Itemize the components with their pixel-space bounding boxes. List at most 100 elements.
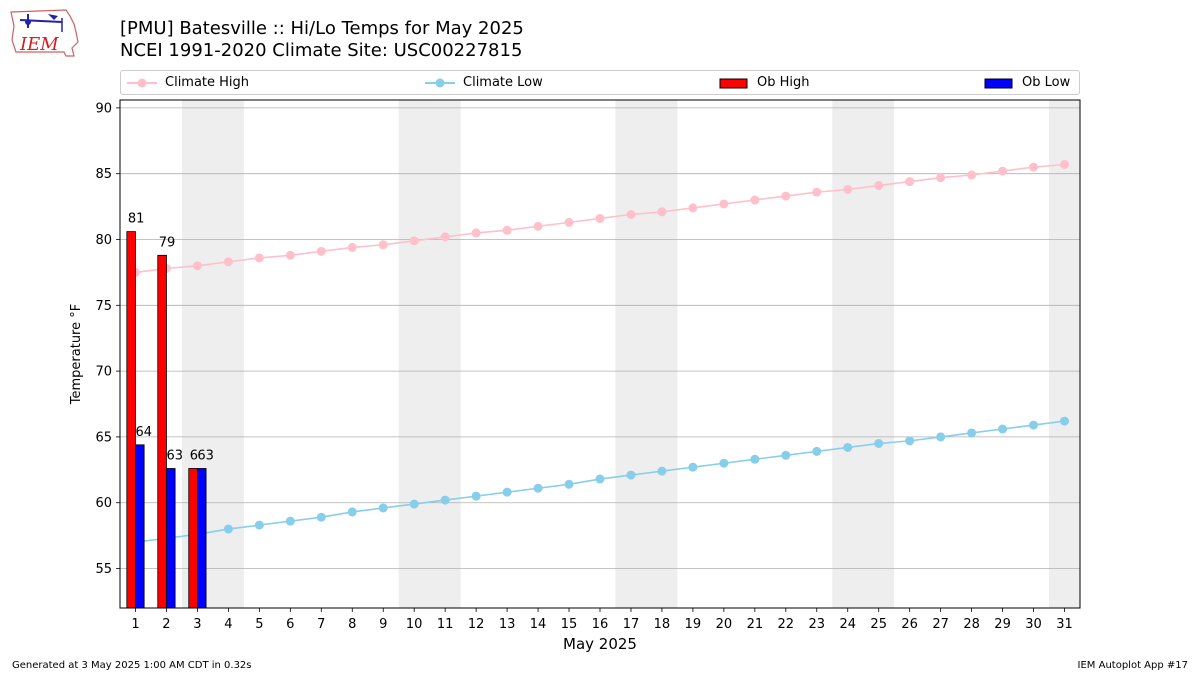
legend-item-climate-high: Climate High: [127, 71, 249, 94]
climate-low-point-4: [223, 524, 233, 534]
climate-high-point-26: [905, 177, 915, 187]
climate-high-point-21: [750, 195, 760, 205]
x-tick-label-15: 15: [561, 617, 578, 632]
climate-low-point-5: [254, 520, 264, 530]
climate-low-point-10: [409, 499, 419, 509]
climate-high-point-27: [936, 173, 946, 183]
climate-low-point-9: [378, 503, 388, 513]
x-tick-label-28: 28: [963, 617, 980, 632]
climate-high-point-16: [595, 213, 605, 223]
ob-high-bar-1: [126, 231, 136, 609]
climate-low-point-26: [905, 436, 915, 446]
title-line-2: NCEI 1991-2020 Climate Site: USC00227815: [120, 40, 523, 61]
y-tick-label-70: 70: [95, 365, 112, 380]
x-tick-label-11: 11: [437, 617, 454, 632]
climate-low-point-31: [1060, 416, 1070, 426]
climate-low-point-23: [812, 446, 822, 456]
x-tick-label-24: 24: [839, 617, 856, 632]
climate-low-point-30: [1029, 420, 1039, 430]
legend-item-ob-high: Ob High: [719, 71, 810, 94]
x-tick-label-21: 21: [747, 617, 764, 632]
climate-high-point-7: [316, 246, 326, 256]
x-tick-label-8: 8: [348, 617, 356, 632]
x-tick-label-23: 23: [809, 617, 826, 632]
climate-low-point-17: [626, 470, 636, 480]
climate-low-point-8: [347, 507, 357, 517]
legend: Climate High Climate Low Ob High Ob Low: [120, 70, 1080, 95]
climate-high-point-6: [285, 250, 295, 260]
y-tick-label-80: 80: [95, 233, 112, 248]
x-axis-label: May 2025: [563, 635, 637, 653]
climate-low-point-7: [316, 512, 326, 522]
climate-high-point-11: [440, 232, 450, 242]
logo-text: IEM: [19, 34, 59, 55]
climate-low-point-13: [502, 487, 512, 497]
ob-high-bar-3: [188, 468, 198, 609]
legend-swatch-blue-icon: [984, 78, 1013, 88]
climate-low-point-18: [657, 466, 667, 476]
y-tick-label-65: 65: [95, 430, 112, 445]
climate-low-point-19: [688, 462, 698, 472]
chart-title: [PMU] Batesville :: Hi/Lo Temps for May …: [120, 18, 524, 62]
ob-low-label-3: 63: [197, 448, 214, 463]
x-tick-label-20: 20: [716, 617, 733, 632]
x-tick-label-7: 7: [317, 617, 325, 632]
x-tick-label-3: 3: [193, 617, 201, 632]
x-tick-label-1: 1: [131, 617, 139, 632]
weekend-band-1: [398, 100, 461, 608]
climate-high-point-10: [409, 236, 419, 246]
ob-low-bar-3: [197, 468, 207, 609]
weekend-band-4: [1049, 100, 1080, 608]
y-tick-label-90: 90: [95, 101, 112, 116]
x-tick-label-9: 9: [379, 617, 387, 632]
x-tick-label-13: 13: [499, 617, 516, 632]
x-tick-label-29: 29: [994, 617, 1011, 632]
legend-label-ob-high: Ob High: [757, 75, 810, 90]
iem-logo: IEM: [8, 6, 80, 60]
climate-low-point-6: [285, 516, 295, 526]
ob-high-label-2: 79: [159, 235, 176, 250]
legend-item-ob-low: Ob Low: [984, 71, 1070, 94]
legend-line-pink-icon: [127, 78, 157, 87]
climate-high-point-18: [657, 207, 667, 217]
climate-low-point-22: [781, 450, 791, 460]
legend-label-climate-high: Climate High: [165, 75, 250, 90]
climate-low-point-27: [936, 432, 946, 442]
climate-high-point-19: [688, 203, 698, 213]
climate-high-point-13: [502, 225, 512, 235]
y-tick-label-75: 75: [95, 299, 112, 314]
y-tick-label-55: 55: [95, 562, 112, 577]
climate-high-point-31: [1060, 159, 1070, 169]
climate-high-point-15: [564, 217, 574, 227]
x-tick-label-12: 12: [468, 617, 485, 632]
x-tick-label-18: 18: [654, 617, 671, 632]
x-tick-label-17: 17: [623, 617, 640, 632]
climate-high-point-25: [874, 181, 884, 191]
y-tick-label-85: 85: [95, 167, 112, 182]
climate-high-point-9: [378, 240, 388, 250]
legend-label-ob-low: Ob Low: [1022, 75, 1071, 90]
x-tick-label-22: 22: [778, 617, 795, 632]
climate-low-point-12: [471, 491, 481, 501]
legend-item-climate-low: Climate Low: [425, 71, 543, 94]
climate-high-point-8: [347, 242, 357, 252]
x-tick-label-2: 2: [162, 617, 170, 632]
climate-high-point-29: [998, 166, 1008, 176]
climate-high-point-4: [223, 257, 233, 267]
legend-swatch-red-icon: [719, 78, 748, 88]
climate-high-point-14: [533, 221, 543, 231]
climate-high-point-30: [1029, 162, 1039, 172]
climate-low-point-28: [967, 428, 977, 438]
y-axis-label: Temperature °F: [69, 304, 84, 405]
x-tick-label-26: 26: [901, 617, 918, 632]
climate-low-point-15: [564, 479, 574, 489]
climate-high-point-12: [471, 228, 481, 238]
climate-low-point-14: [533, 483, 543, 493]
ob-low-bar-1: [135, 444, 145, 609]
x-tick-label-16: 16: [592, 617, 609, 632]
climate-high-point-20: [719, 199, 729, 209]
y-tick-label-60: 60: [95, 496, 112, 511]
climate-low-point-29: [998, 424, 1008, 434]
climate-high-point-5: [254, 253, 264, 263]
climate-high-point-17: [626, 209, 636, 219]
